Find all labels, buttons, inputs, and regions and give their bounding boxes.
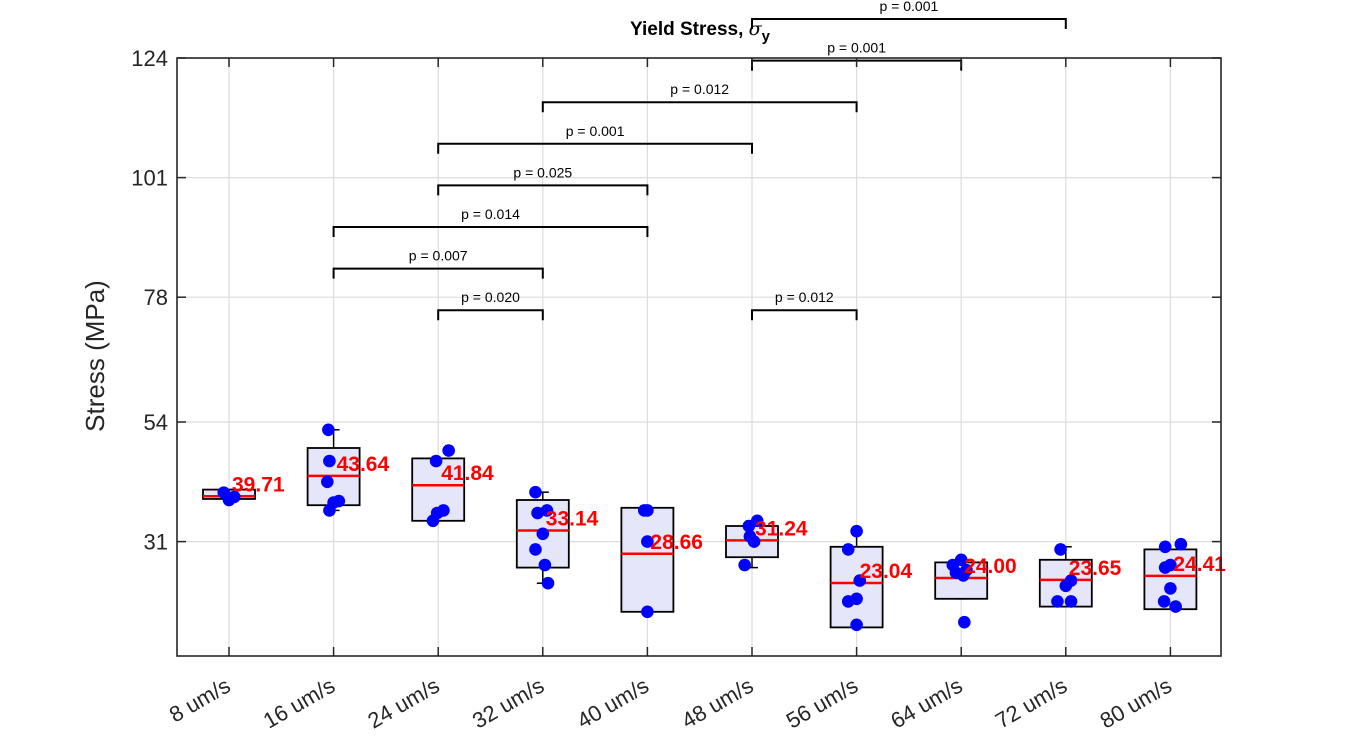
data-point bbox=[841, 543, 855, 556]
chart-title: Yield Stress, σy bbox=[630, 18, 771, 45]
data-point bbox=[1158, 540, 1172, 554]
data-point bbox=[541, 576, 555, 590]
x-tick-label: 40 um/s bbox=[573, 673, 653, 734]
p-value-label: p = 0.007 bbox=[409, 248, 468, 264]
x-tick-label: 24 um/s bbox=[363, 673, 443, 734]
data-point bbox=[540, 504, 554, 517]
data-point bbox=[958, 615, 971, 629]
data-point bbox=[529, 543, 542, 556]
data-point bbox=[641, 535, 654, 548]
box bbox=[620, 506, 675, 613]
data-point bbox=[850, 524, 863, 538]
data-point bbox=[322, 423, 335, 437]
data-point bbox=[1164, 558, 1177, 572]
data-point bbox=[853, 574, 867, 587]
significance-brackets: p = 0.020 p = 0.007 p = 0.014 p = 0.025 p = … bbox=[332, 0, 1067, 321]
data-point bbox=[1051, 595, 1064, 608]
median-label: 31.24 bbox=[755, 517, 808, 540]
significance-bracket bbox=[437, 184, 649, 196]
data-points: 39.71 43.64 41.84 33.14 28.66 31.24 23.04 24.00… bbox=[217, 423, 1226, 632]
y-tick-label: 78 bbox=[144, 285, 168, 310]
x-tick-label: 48 um/s bbox=[677, 673, 757, 734]
p-value-label: p = 0.012 bbox=[775, 289, 834, 305]
significance-bracket bbox=[751, 18, 1067, 29]
significance-bracket bbox=[541, 101, 858, 113]
x-tick-label: 64 um/s bbox=[886, 673, 966, 734]
median-label: 41.84 bbox=[441, 462, 494, 485]
data-point bbox=[738, 558, 751, 572]
data-point bbox=[222, 493, 236, 507]
data-point bbox=[1064, 595, 1078, 608]
data-point bbox=[538, 558, 552, 572]
data-point bbox=[437, 504, 450, 517]
data-point bbox=[1169, 600, 1182, 613]
p-value-label: p = 0.012 bbox=[670, 81, 729, 97]
x-tick-label: 56 um/s bbox=[782, 673, 862, 734]
p-value-label: p = 0.025 bbox=[513, 164, 572, 180]
p-value-label: p = 0.001 bbox=[827, 40, 886, 56]
data-point bbox=[1157, 595, 1171, 608]
p-value-label: p = 0.014 bbox=[461, 206, 520, 222]
data-point bbox=[426, 514, 440, 528]
data-point bbox=[850, 592, 863, 606]
significance-bracket bbox=[437, 142, 753, 154]
data-point bbox=[536, 527, 550, 541]
data-point bbox=[442, 444, 455, 457]
p-value-label: p = 0.001 bbox=[880, 0, 939, 14]
x-tick-label: 72 um/s bbox=[991, 673, 1071, 734]
data-point bbox=[960, 563, 973, 577]
data-point bbox=[323, 454, 336, 468]
x-tick-label: 16 um/s bbox=[259, 673, 339, 734]
y-tick-label: 101 bbox=[131, 166, 168, 191]
data-point bbox=[321, 475, 334, 489]
data-point bbox=[1054, 543, 1067, 556]
data-point bbox=[529, 485, 542, 499]
y-tick-label: 54 bbox=[144, 410, 168, 435]
data-point bbox=[429, 454, 443, 468]
y-tick-label: 31 bbox=[144, 530, 168, 555]
data-point bbox=[850, 618, 863, 632]
data-point bbox=[641, 504, 654, 517]
x-tick-label: 32 um/s bbox=[468, 673, 548, 734]
y-tick-label: 124 bbox=[131, 46, 168, 71]
median-label: 23.65 bbox=[1069, 557, 1122, 580]
data-point bbox=[954, 553, 968, 567]
median-label: 24.00 bbox=[964, 555, 1017, 578]
significance-bracket bbox=[332, 226, 649, 237]
data-point bbox=[747, 535, 761, 548]
median-label: 39.71 bbox=[232, 473, 285, 496]
p-value-label: p = 0.020 bbox=[461, 289, 520, 305]
data-point bbox=[641, 605, 654, 619]
axes-frame bbox=[176, 57, 1222, 657]
p-value-label: p = 0.001 bbox=[566, 123, 625, 139]
data-point bbox=[323, 504, 336, 517]
significance-bracket bbox=[332, 267, 544, 279]
data-point bbox=[332, 494, 346, 508]
y-axis-label: Stress (MPa) bbox=[80, 280, 110, 432]
median-label: 28.66 bbox=[650, 531, 703, 554]
box bbox=[829, 545, 884, 629]
data-point bbox=[1059, 579, 1073, 593]
x-tick-label: 8 um/s bbox=[165, 673, 235, 728]
data-point bbox=[1174, 537, 1188, 551]
significance-bracket bbox=[751, 309, 858, 321]
median-label: 23.04 bbox=[860, 560, 913, 583]
data-point bbox=[750, 514, 764, 528]
axes: 31 54 78 101 124 8 um/s 16 um/s 24 um/s 32 um/s 4… bbox=[131, 46, 1222, 734]
median-label: 43.64 bbox=[337, 453, 390, 476]
significance-bracket bbox=[437, 309, 544, 321]
x-tick-label: 80 um/s bbox=[1096, 673, 1176, 734]
data-point bbox=[1164, 582, 1177, 595]
median-label: 24.41 bbox=[1173, 553, 1226, 576]
median-label: 33.14 bbox=[546, 507, 599, 530]
